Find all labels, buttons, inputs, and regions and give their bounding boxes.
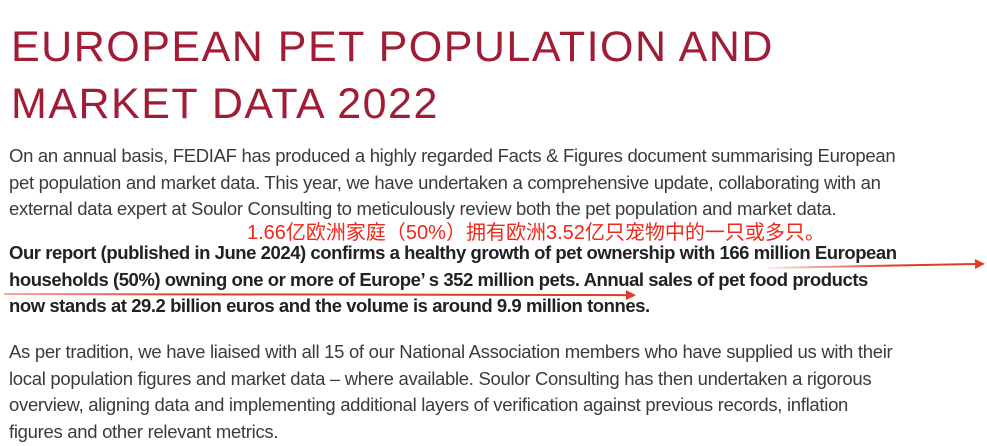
text-line: figures and other relevant metrics. xyxy=(9,420,279,442)
text-line: As per tradition, we have liaised with a… xyxy=(9,341,893,362)
text-line: On an annual basis, FEDIAF has produced … xyxy=(9,145,896,166)
page-title-line-2: MARKET DATA 2022 xyxy=(11,79,439,128)
paragraph-tradition: As per tradition, we have liaised with a… xyxy=(9,339,893,445)
page-title-line-1: EUROPEAN PET POPULATION AND xyxy=(11,22,774,71)
text-line: external data expert at Soulor Consultin… xyxy=(9,198,837,220)
arrowhead-icon xyxy=(974,258,986,270)
text-line: overview, aligning data and implementing… xyxy=(9,394,849,416)
page-title: EUROPEAN PET POPULATION AND MARKET DATA … xyxy=(11,19,774,133)
text-line: pet population and market data. This yea… xyxy=(9,171,881,193)
text-line: households (50%) owning one or more of E… xyxy=(9,268,868,290)
chinese-annotation: 1.66亿欧洲家庭（50%）拥有欧洲3.52亿只宠物中的一只或多只。 xyxy=(247,222,825,244)
text-line: Our report (published in June 2024) conf… xyxy=(9,242,897,263)
paragraph-report-bold: Our report (published in June 2024) conf… xyxy=(9,240,897,320)
arrowhead-icon xyxy=(625,290,637,301)
text-line: local population figures and market data… xyxy=(9,367,872,389)
text-line: now stands at 29.2 billion euros and the… xyxy=(9,295,650,317)
paragraph-intro: On an annual basis, FEDIAF has produced … xyxy=(9,143,896,223)
